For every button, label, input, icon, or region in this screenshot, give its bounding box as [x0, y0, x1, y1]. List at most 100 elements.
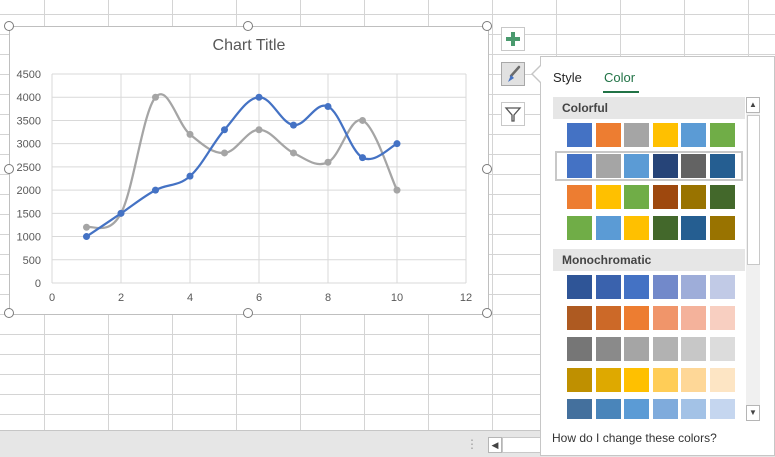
- y-tick-label: 2500: [17, 162, 41, 174]
- color-swatch: [652, 154, 678, 178]
- data-point[interactable]: [393, 186, 401, 194]
- data-point[interactable]: [152, 93, 159, 101]
- data-point[interactable]: [186, 130, 194, 138]
- color-swatch: [681, 185, 707, 209]
- data-point[interactable]: [324, 158, 332, 166]
- x-tick-label: 4: [187, 292, 193, 304]
- data-point[interactable]: [117, 209, 125, 217]
- x-tick-label: 10: [391, 292, 403, 304]
- panel-scrollbar[interactable]: ▲ ▼: [746, 97, 760, 421]
- color-swatch: [710, 123, 735, 147]
- color-swatch: [652, 185, 678, 209]
- active-tab-indicator: [603, 91, 639, 93]
- y-tick-label: 3000: [17, 139, 41, 151]
- color-palette-list: Colorful Monochromatic: [553, 97, 745, 419]
- tab-style[interactable]: Style: [553, 70, 582, 85]
- help-link[interactable]: How do I change these colors?: [552, 431, 717, 445]
- color-swatch: [624, 275, 650, 299]
- color-swatch: [567, 123, 592, 147]
- data-point[interactable]: [359, 154, 366, 162]
- color-swatch: [652, 306, 678, 330]
- data-point[interactable]: [83, 233, 90, 241]
- color-swatch: [681, 368, 707, 392]
- color-swatch: [624, 399, 650, 419]
- color-swatch: [710, 154, 735, 178]
- color-swatch: [595, 337, 621, 361]
- color-swatch: [710, 306, 735, 330]
- resize-handle-bottom-left[interactable]: [4, 308, 14, 318]
- data-point[interactable]: [83, 223, 90, 231]
- data-point[interactable]: [152, 186, 159, 194]
- color-scheme-option[interactable]: [555, 151, 743, 181]
- chart-styles-button[interactable]: [501, 62, 525, 86]
- color-swatch: [595, 185, 621, 209]
- chart-style-panel: Style Color Colorful Monochromatic ▲ ▼ Ho…: [540, 56, 775, 456]
- resize-handle-top-left[interactable]: [4, 21, 14, 31]
- sheet-split-handle[interactable]: ⋮: [466, 437, 478, 451]
- data-point[interactable]: [221, 149, 228, 157]
- color-swatch: [567, 368, 592, 392]
- data-point[interactable]: [255, 126, 263, 134]
- color-swatch: [595, 368, 621, 392]
- color-swatch: [652, 368, 678, 392]
- color-swatch: [710, 337, 735, 361]
- color-swatch: [624, 306, 650, 330]
- color-swatch: [681, 399, 707, 419]
- color-swatch: [681, 337, 707, 361]
- data-point[interactable]: [359, 116, 366, 124]
- chart-elements-button[interactable]: [501, 27, 525, 51]
- color-swatch: [595, 123, 621, 147]
- color-swatch: [681, 275, 707, 299]
- scroll-down-icon[interactable]: ▼: [746, 405, 760, 421]
- data-point[interactable]: [290, 121, 297, 129]
- color-swatch: [652, 123, 678, 147]
- resize-handle-top-right[interactable]: [482, 21, 492, 31]
- paintbrush-icon: [508, 65, 521, 82]
- color-swatch: [652, 399, 678, 419]
- chart-title[interactable]: Chart Title: [212, 37, 286, 54]
- color-swatch: [624, 337, 650, 361]
- color-swatch: [595, 275, 621, 299]
- color-swatch: [710, 399, 735, 419]
- chart-filters-button[interactable]: [501, 102, 525, 126]
- color-swatch: [624, 216, 650, 240]
- data-point[interactable]: [290, 149, 297, 157]
- color-swatch: [624, 368, 650, 392]
- y-tick-label: 4000: [17, 92, 41, 104]
- data-point[interactable]: [255, 93, 263, 101]
- chart-area[interactable]: Chart Title 0 500 1000 1500 2000 2500 3000 3500…: [9, 26, 489, 315]
- plot-area[interactable]: 0 500 1000 1500 2000 2500 3000 3500 4000 4500 0 2 4 6…: [10, 27, 488, 314]
- resize-handle-top[interactable]: [243, 21, 253, 31]
- resize-handle-right[interactable]: [482, 164, 492, 174]
- color-swatch: [595, 399, 621, 419]
- plus-icon: [506, 32, 520, 46]
- color-swatch: [595, 154, 621, 178]
- resize-handle-left[interactable]: [4, 164, 14, 174]
- color-swatch: [567, 185, 592, 209]
- scroll-thumb[interactable]: [747, 115, 760, 265]
- data-point[interactable]: [186, 172, 194, 180]
- data-point[interactable]: [221, 126, 228, 134]
- scroll-up-icon[interactable]: ▲: [746, 97, 760, 113]
- color-swatch: [595, 306, 621, 330]
- color-swatch: [567, 275, 592, 299]
- color-swatch: [567, 154, 592, 178]
- color-swatch: [681, 216, 707, 240]
- color-swatch: [710, 216, 735, 240]
- color-swatch: [567, 337, 592, 361]
- scroll-left-icon[interactable]: ◀: [488, 437, 502, 453]
- color-swatch: [567, 399, 592, 419]
- color-swatch: [681, 123, 707, 147]
- palette-section-header: Monochromatic: [553, 249, 745, 271]
- tab-color[interactable]: Color: [604, 70, 636, 85]
- resize-handle-bottom[interactable]: [243, 308, 253, 318]
- color-swatch: [595, 216, 621, 240]
- color-swatch: [567, 306, 592, 330]
- resize-handle-bottom-right[interactable]: [482, 308, 492, 318]
- palette-section-header: Colorful: [553, 97, 745, 119]
- y-tick-label: 0: [35, 278, 41, 290]
- data-point[interactable]: [324, 103, 332, 111]
- series-line[interactable]: [85, 96, 398, 238]
- series-line[interactable]: [86, 93, 399, 230]
- data-point[interactable]: [393, 140, 401, 148]
